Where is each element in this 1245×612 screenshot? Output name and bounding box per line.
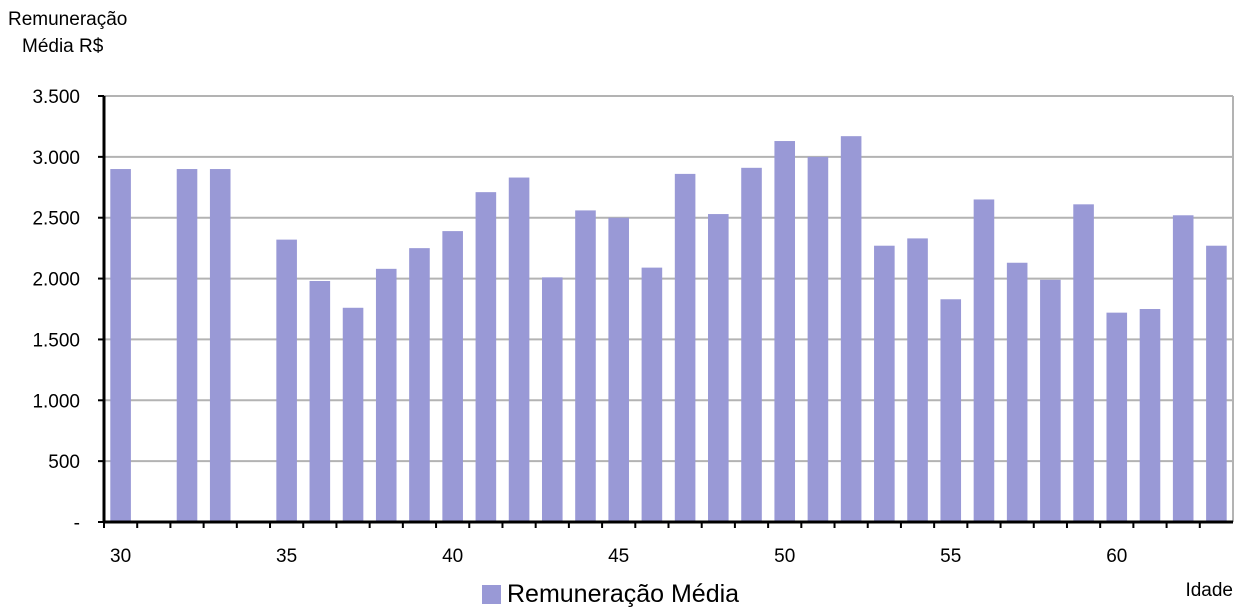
- bar: [1139, 309, 1161, 522]
- bar: [1006, 262, 1028, 522]
- y-tick-label: -: [74, 513, 80, 534]
- x-tick-label: 55: [940, 546, 961, 567]
- x-tick-label: 60: [1106, 546, 1127, 567]
- y-axis-title: Remuneração Média R$: [8, 6, 127, 60]
- bar: [940, 299, 962, 522]
- bar: [907, 238, 928, 523]
- x-tick-label: 35: [276, 546, 297, 567]
- bar: [176, 169, 198, 522]
- y-tick-label: 3.000: [32, 148, 80, 169]
- bar: [541, 277, 563, 522]
- bar: [475, 192, 497, 522]
- bar: [442, 231, 463, 523]
- bar: [508, 177, 530, 522]
- y-tick-label: 500: [48, 452, 80, 473]
- bars: [110, 136, 1227, 523]
- bar: [840, 136, 862, 522]
- x-tick-label: 45: [608, 546, 629, 567]
- bar: [375, 268, 397, 522]
- y-axis-title-line2: Média R$: [22, 36, 104, 57]
- bar: [641, 267, 663, 522]
- bar: [973, 199, 995, 522]
- y-axis-title-line1: Remuneração: [8, 9, 128, 30]
- y-tick-label: 2.000: [32, 270, 80, 291]
- bar: [608, 217, 629, 522]
- bar: [110, 169, 131, 522]
- y-tick-label: 1.500: [32, 330, 80, 351]
- bar: [409, 248, 430, 522]
- x-axis-title: Idade: [1185, 580, 1233, 601]
- y-tick-label: 3.500: [32, 87, 80, 108]
- y-tick-label: 1.000: [32, 391, 80, 412]
- bar: [674, 173, 696, 522]
- bar: [1073, 204, 1094, 522]
- bar: [342, 307, 364, 522]
- bar: [774, 141, 796, 522]
- bar: [1172, 215, 1194, 522]
- x-tick-labels: 30 35 40 45 50 55 60: [110, 546, 1127, 567]
- y-tick-labels: - 500 1.000 1.500 2.000 2.500 3.000 3.500: [32, 87, 80, 534]
- axes: [98, 95, 1233, 528]
- x-tick-label: 50: [774, 546, 795, 567]
- bar: [575, 210, 596, 522]
- bar: [807, 156, 829, 522]
- x-tick-label: 30: [110, 546, 131, 567]
- y-tick-label: 2.500: [32, 209, 80, 230]
- legend-swatch: [482, 585, 501, 604]
- legend-label: Remuneração Média: [507, 580, 740, 608]
- bar: [209, 169, 231, 522]
- bar: [1206, 245, 1227, 523]
- bar: [1106, 312, 1128, 522]
- bar: [708, 214, 729, 522]
- gridlines: [104, 95, 1234, 522]
- bar: [1040, 279, 1061, 522]
- bar: [276, 239, 297, 522]
- bar: [309, 281, 331, 522]
- legend: Remuneração Média: [482, 580, 739, 609]
- x-tick-label: 40: [442, 546, 463, 567]
- bar: [741, 167, 762, 522]
- bar: [874, 245, 895, 523]
